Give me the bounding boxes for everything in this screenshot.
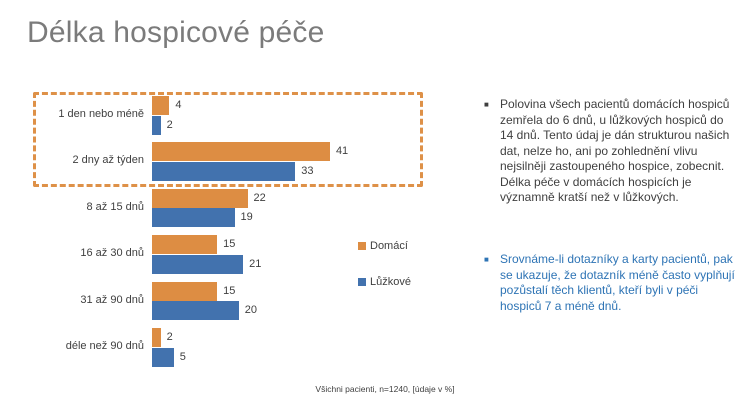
bar-value-label: 2: [166, 331, 173, 343]
bar-domaci: [152, 328, 161, 347]
bar-value-label: 41: [335, 145, 349, 158]
bar-value-label: 15: [223, 284, 236, 297]
bar-value-label: 22: [253, 191, 266, 204]
bar-value-label: 5: [179, 350, 186, 363]
bar-domaci: [152, 235, 218, 255]
legend-label-domaci: Domácí: [370, 240, 408, 252]
bar-domaci: [152, 142, 330, 162]
bar-value-label: 4: [175, 99, 182, 111]
page-title: Délka hospicové péče: [27, 16, 325, 49]
category-label: 31 až 90 dnů: [80, 293, 144, 306]
bar-domaci: [152, 96, 170, 115]
bullet-icon: ■: [484, 255, 489, 264]
bar-value-label: 21: [249, 257, 262, 270]
bar-luzkove: [152, 115, 161, 135]
bar-value-label: 2: [166, 118, 173, 131]
chart-footnote: Všichni pacienti, n=1240, [údaje v %]: [315, 384, 455, 394]
bar-value-label: 15: [223, 238, 236, 251]
bar-value-label: 19: [240, 211, 253, 224]
category-label: 2 dny až týden: [72, 154, 144, 167]
legend-swatch-domaci: [358, 242, 366, 250]
bar-value-label: 20: [244, 304, 258, 317]
note-text-1: Polovina všech pacientů domácích hospiců…: [500, 97, 730, 204]
bar-luzkove: [152, 208, 235, 228]
bar-domaci: [152, 281, 218, 301]
legend-label-luzkove: Lůžkové: [370, 276, 411, 288]
bar-luzkove: [152, 347, 174, 367]
note-bullet-2: ■ Srovnáme-li dotazníky a karty pacientů…: [484, 252, 736, 314]
highlight-dashed-box: [33, 92, 423, 187]
category-label: déle než 90 dnů: [65, 340, 144, 352]
category-label: 16 až 30 dnů: [80, 247, 144, 260]
bar-luzkove: [152, 301, 239, 321]
hospice-duration-bar-chart: 1 den nebo méně 4 2 2 dny až týden 41 33 8 až …: [33, 92, 423, 367]
note-bullet-1: ■ Polovina všech pacientů domácích hospi…: [484, 97, 736, 206]
bar-luzkove: [152, 254, 244, 274]
legend-swatch-luzkove: [358, 278, 366, 286]
bar-value-label: 33: [301, 164, 314, 177]
category-label: 8 až 15 dnů: [86, 200, 145, 213]
bar-luzkove: [152, 161, 296, 181]
category-label: 1 den nebo méně: [58, 108, 144, 120]
bullet-icon: ■: [484, 100, 489, 109]
bar-domaci: [152, 188, 248, 208]
note-text-2: Srovnáme-li dotazníky a karty pacientů, …: [500, 252, 735, 313]
